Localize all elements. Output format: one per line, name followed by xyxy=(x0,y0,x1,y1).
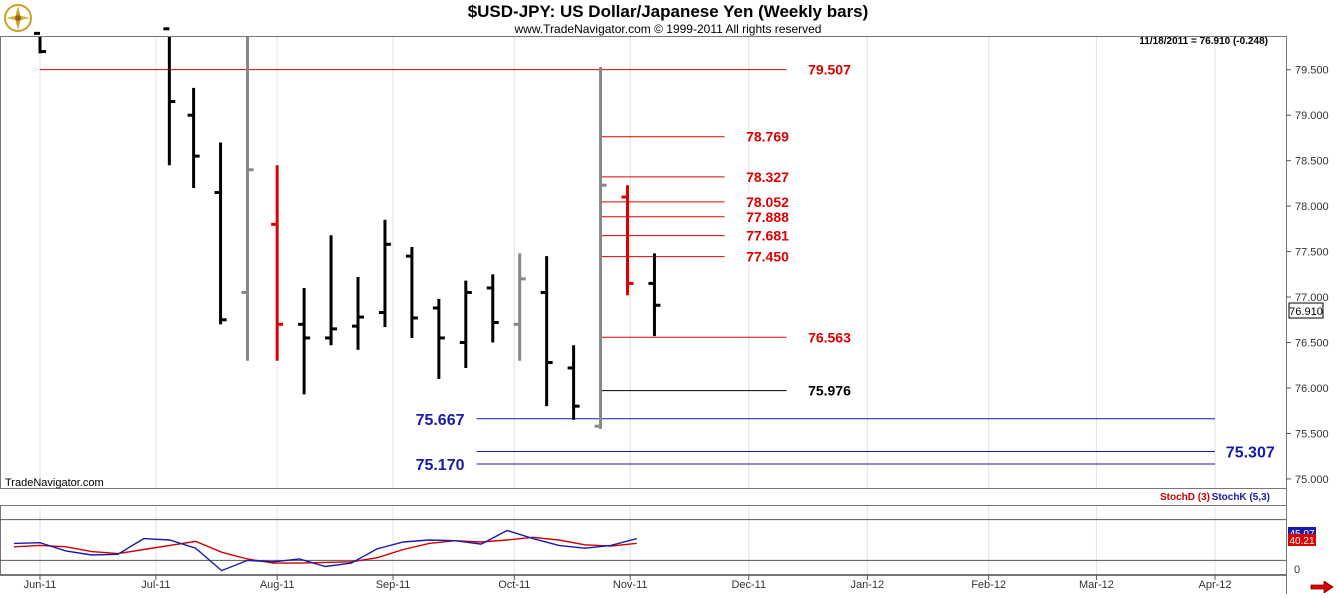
date-tick-label: Sep-11 xyxy=(376,579,411,591)
level-label: 76.563 xyxy=(808,329,851,345)
level-label: 75.170 xyxy=(416,457,465,474)
level-label: 78.052 xyxy=(746,194,789,210)
ohlc-bar xyxy=(34,31,46,54)
price-axis: 79.500 79.000 78.500 78.000 77.500 77.000 76.5… xyxy=(1286,65,1329,486)
date-tick-label: Jul-11 xyxy=(141,579,170,591)
date-tick-label: Oct-11 xyxy=(498,579,530,591)
stochd-legend: StochD (3) xyxy=(1160,492,1210,503)
price-tick-label: 76.500 xyxy=(1295,338,1329,350)
ohlc-bar xyxy=(567,345,580,420)
ohlc-bar xyxy=(648,253,661,337)
date-tick-label: Mar-12 xyxy=(1079,579,1114,591)
last-price-marker: 76.910 xyxy=(1288,302,1324,319)
ohlc-bar xyxy=(621,185,634,296)
level-label: 79.507 xyxy=(808,62,851,78)
watermark: TradeNavigator.com xyxy=(5,477,104,489)
price-readout: 11/18/2011 = 76.910 (-0.248) xyxy=(1139,36,1268,47)
level-label: 78.327 xyxy=(746,169,789,185)
chart-subtitle: www.TradeNavigator.com © 1999-2011 All r… xyxy=(514,22,822,36)
level-label: 75.307 xyxy=(1226,444,1275,461)
date-tick-label: Apr-12 xyxy=(1199,579,1232,591)
price-tick-label: 76.000 xyxy=(1295,383,1329,395)
ohlc-bar xyxy=(432,298,445,379)
price-tick-label: 75.000 xyxy=(1295,474,1329,486)
level-label: 77.450 xyxy=(746,249,789,265)
oscillator-panel-frame xyxy=(0,505,1287,575)
ohlc-bar xyxy=(459,280,472,368)
price-tick-label: 79.000 xyxy=(1295,110,1329,122)
price-tick-label: 78.500 xyxy=(1295,156,1329,168)
price-tick-label: 79.500 xyxy=(1295,65,1329,77)
osc-tick-label: 0 xyxy=(1294,564,1300,576)
chart-title: $USD-JPY: US Dollar/Japanese Yen (Weekly… xyxy=(467,2,869,21)
date-tick-label: Feb-12 xyxy=(971,579,1006,591)
level-label: 78.769 xyxy=(746,129,789,145)
price-panel-frame xyxy=(0,36,1287,489)
stochk-line xyxy=(13,529,637,572)
date-axis: Jun-11 Jul-11 Aug-11 Sep-11 Oct-11 Nov-11 Dec-… xyxy=(24,575,1232,591)
stochastic-oscillator: 045.0740.21 xyxy=(0,519,1316,576)
ohlc-bar xyxy=(405,247,418,338)
stochd-last-value: 40.21 xyxy=(1288,534,1316,547)
ohlc-bar xyxy=(163,27,176,166)
level-label: 77.888 xyxy=(746,209,789,225)
date-tick-label: Dec-11 xyxy=(731,579,766,591)
ohlc-bar xyxy=(241,37,254,361)
ohlc-bar xyxy=(214,142,227,325)
ohlc-bar xyxy=(298,287,311,395)
date-tick-label: Jun-11 xyxy=(24,579,57,591)
price-tick-label: 75.500 xyxy=(1295,428,1329,440)
ohlc-bar xyxy=(378,219,391,328)
scroll-right-arrow-icon[interactable] xyxy=(1310,580,1334,594)
level-label: 77.681 xyxy=(746,228,789,244)
ohlc-bar xyxy=(513,253,526,361)
grid-lines xyxy=(39,37,1216,574)
date-tick-label: Aug-11 xyxy=(260,579,295,591)
price-tick-label: 77.500 xyxy=(1295,247,1329,259)
tradenavigator-logo-icon xyxy=(3,3,33,33)
last-price-label: 76.910 xyxy=(1289,306,1323,318)
ohlc-bar xyxy=(187,87,200,188)
level-label: 75.667 xyxy=(416,412,465,429)
stochk-legend: StochK (5,3) xyxy=(1211,492,1270,503)
ohlc-bars xyxy=(34,27,661,429)
ohlc-bar xyxy=(540,256,553,407)
date-tick-label: Nov-11 xyxy=(613,579,648,591)
ohlc-bar xyxy=(352,277,365,350)
ohlc-bar xyxy=(271,165,284,361)
svg-text:40.21: 40.21 xyxy=(1289,536,1314,547)
ohlc-bar xyxy=(325,235,338,346)
price-tick-label: 78.000 xyxy=(1295,201,1329,213)
price-tick-label: 77.000 xyxy=(1295,292,1329,304)
level-label: 75.976 xyxy=(808,383,851,399)
ohlc-bar xyxy=(486,274,499,343)
date-tick-label: Jan-12 xyxy=(851,579,885,591)
ohlc-bar xyxy=(594,67,607,429)
